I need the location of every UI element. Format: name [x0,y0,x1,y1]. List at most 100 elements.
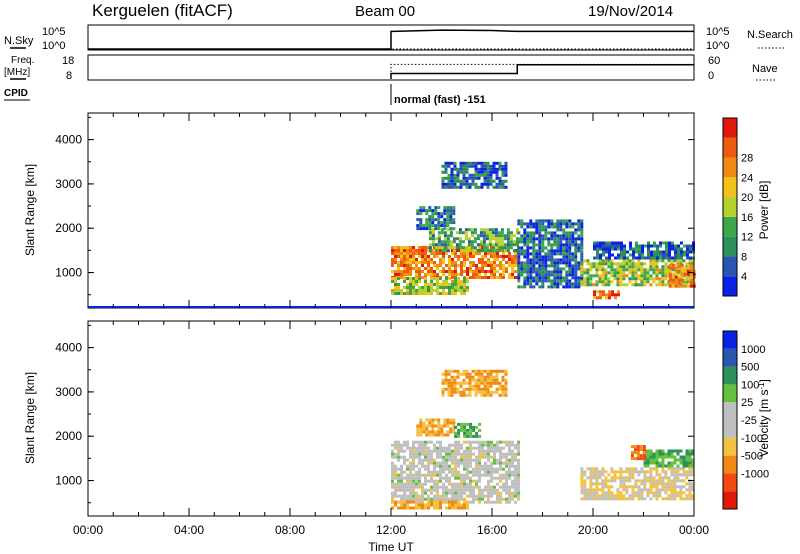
power-cell [571,276,575,280]
power-cell [592,283,596,287]
power-cell [428,209,432,213]
power-cell [391,258,394,261]
power-cell [565,273,569,277]
power-cell [659,244,662,248]
power-cell [490,273,493,276]
power-cell [495,176,499,180]
power-cell [445,280,448,283]
power-cell [437,243,441,247]
velocity-cell [400,482,403,486]
power-cell [529,270,533,274]
velocity-cell [471,378,475,382]
velocity-cell [673,497,677,501]
power-cell [574,228,578,232]
power-cell [512,234,516,238]
power-cell [415,289,418,292]
power-cell [442,261,445,264]
velocity-colorbar-swatch [723,384,737,403]
velocity-cell [628,479,632,483]
velocity-cell [483,381,487,385]
power-cell [523,234,527,238]
velocity-cell [498,384,502,388]
power-cell [556,243,560,247]
velocity-cell [450,375,454,379]
power-cell [456,179,460,183]
power-cell [424,252,427,255]
power-cell [568,243,572,247]
power-cell [514,255,517,258]
velocity-cell [457,506,460,510]
power-cell [574,282,578,286]
velocity-cell [460,479,463,483]
power-cell [538,285,542,289]
velocity-cell [466,422,470,426]
power-cell [619,277,623,281]
velocity-cell [637,485,641,489]
velocity-colorbar-tick: -500 [741,451,763,463]
velocity-cell [463,455,466,459]
velocity-cell [481,497,484,501]
velocity-cell [649,488,653,492]
power-cell [523,240,527,244]
power-cell [409,283,412,286]
power-cell [454,273,457,276]
velocity-cell [655,494,659,498]
velocity-cell [502,440,505,444]
power-cell [529,279,533,283]
velocity-cell [487,500,490,504]
power-cell [479,228,483,232]
velocity-cell [457,500,460,504]
freq-tick-high: 18 [62,55,74,67]
velocity-cell [442,485,445,489]
velocity-cell [691,470,695,474]
velocity-cell [633,451,637,455]
power-cell [427,292,430,295]
power-cell [477,173,481,177]
velocity-cell [477,378,481,382]
velocity-cell [658,491,662,495]
power-cell [442,258,445,261]
velocity-cell [397,458,400,462]
velocity-cell [580,488,584,492]
velocity-cell [454,467,457,471]
power-cell [490,261,493,264]
power-cell [451,270,454,273]
velocity-cell [517,488,520,492]
velocity-cell [604,497,608,501]
velocity-cell [472,434,476,438]
velocity-cell [487,467,490,471]
velocity-cell [478,464,481,468]
velocity-cell [403,494,406,498]
velocity-cell [688,464,692,468]
velocity-cell [496,497,499,501]
power-cell [446,249,450,253]
velocity-cell [595,497,599,501]
velocity-cell [457,473,460,477]
power-cell [523,243,527,247]
velocity-cell [589,470,593,474]
velocity-cell [452,430,456,434]
power-cell [502,252,505,255]
power-cell [442,252,445,255]
velocity-cell [495,390,499,394]
power-cell [586,271,590,275]
velocity-cell [592,467,596,471]
power-cell [682,268,686,272]
velocity-cell [484,473,487,477]
velocity-cell [436,488,439,492]
velocity-cell [427,452,430,456]
velocity-cell [471,384,475,388]
power-cell [632,247,635,251]
power-cell [532,243,536,247]
velocity-cell [480,375,484,379]
power-cell [596,244,599,248]
velocity-cell [400,446,403,450]
power-cell [446,234,450,238]
power-cell [403,277,406,280]
power-cell [532,231,536,235]
velocity-cell [477,390,481,394]
power-cell [460,273,463,276]
power-cell [453,176,457,180]
power-cell [680,256,683,260]
power-cell [457,255,460,258]
